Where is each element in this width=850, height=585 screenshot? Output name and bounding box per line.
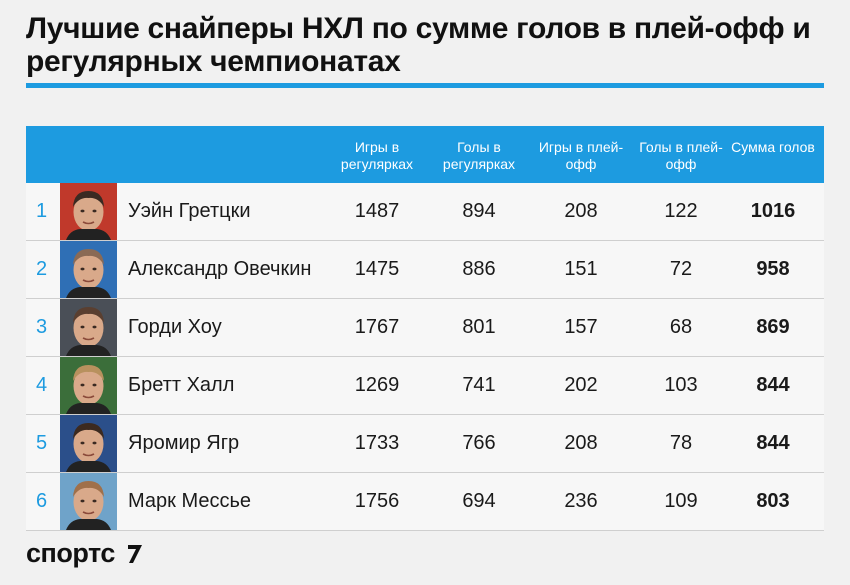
regular-goals-value: 694 — [462, 490, 496, 512]
table-row: 2 Александр Овечкин 1475 886 151 72 958 — [26, 241, 824, 299]
total-goals-value: 844 — [756, 374, 790, 396]
header-total-goals: Сумма голов — [731, 139, 815, 155]
player-photo — [60, 183, 117, 240]
rank-number: 3 — [36, 316, 48, 338]
playoff-goals-value: 109 — [664, 490, 698, 512]
header-playoff-goals: Голы в плей-офф — [639, 139, 723, 172]
table-row: 1 Уэйн Гретцки 1487 894 208 122 1016 — [26, 183, 824, 241]
chart-title: Лучшие снайперы НХЛ по сумме голов в пле… — [26, 12, 811, 78]
rank-number: 5 — [36, 432, 48, 454]
playoff-goals-value: 78 — [669, 432, 693, 454]
table-body: 1 Уэйн Гретцки 1487 894 208 122 1016 2 Алексан… — [26, 183, 824, 531]
playoff-games-value: 157 — [564, 316, 598, 338]
regular-games-value: 1756 — [354, 490, 400, 512]
title-underline — [26, 83, 824, 88]
regular-games-value: 1475 — [354, 258, 400, 280]
regular-goals-value: 801 — [462, 316, 496, 338]
header-playoff-games: Игры в плей-офф — [538, 139, 624, 172]
total-goals-value: 803 — [756, 490, 790, 512]
logo-tick-icon — [128, 545, 142, 563]
total-goals-value: 958 — [756, 258, 790, 280]
playoff-games-value: 202 — [564, 374, 598, 396]
player-name: Александр Овечкин — [128, 258, 312, 280]
player-name: Яромир Ягр — [128, 432, 240, 454]
regular-games-value: 1767 — [354, 316, 400, 338]
regular-games-value: 1733 — [354, 432, 400, 454]
total-goals-value: 1016 — [750, 200, 796, 222]
header-regular-goals: Голы в регулярках — [442, 139, 516, 172]
player-photo — [60, 415, 117, 472]
playoff-goals-value: 103 — [664, 374, 698, 396]
table-header: Игры в регулярках Голы в регулярках Игры… — [26, 126, 824, 183]
player-photo — [60, 241, 117, 298]
table-row: 3 Горди Хоу 1767 801 157 68 869 — [26, 299, 824, 357]
player-photo — [60, 357, 117, 414]
playoff-games-value: 151 — [564, 258, 598, 280]
regular-goals-value: 766 — [462, 432, 496, 454]
player-name: Бретт Халл — [128, 374, 235, 396]
rank-number: 1 — [36, 200, 48, 222]
total-goals-value: 869 — [756, 316, 790, 338]
player-name: Уэйн Гретцки — [128, 200, 251, 222]
sports-logo: спортс — [26, 538, 115, 568]
regular-goals-value: 894 — [462, 200, 496, 222]
table-row: 4 Бретт Халл 1269 741 202 103 844 — [26, 357, 824, 415]
header-regular-games: Игры в регулярках — [340, 139, 414, 172]
playoff-goals-value: 122 — [664, 200, 698, 222]
playoff-games-value: 208 — [564, 200, 598, 222]
player-name: Марк Мессье — [128, 490, 251, 512]
total-goals-value: 844 — [756, 432, 790, 454]
regular-goals-value: 741 — [462, 374, 496, 396]
rank-number: 4 — [36, 374, 48, 396]
playoff-games-value: 236 — [564, 490, 598, 512]
regular-goals-value: 886 — [462, 258, 496, 280]
rank-number: 2 — [36, 258, 48, 280]
playoff-games-value: 208 — [564, 432, 598, 454]
player-photo — [60, 473, 117, 530]
player-photo — [60, 299, 117, 356]
table-row: 5 Яромир Ягр 1733 766 208 78 844 — [26, 415, 824, 473]
regular-games-value: 1487 — [354, 200, 400, 222]
rank-number: 6 — [36, 490, 48, 512]
playoff-goals-value: 68 — [669, 316, 693, 338]
regular-games-value: 1269 — [354, 374, 400, 396]
stats-table: Игры в регулярках Голы в регулярках Игры… — [26, 126, 824, 531]
table-row: 6 Марк Мессье 1756 694 236 109 803 — [26, 473, 824, 531]
playoff-goals-value: 72 — [669, 258, 693, 280]
player-name: Горди Хоу — [128, 316, 222, 338]
